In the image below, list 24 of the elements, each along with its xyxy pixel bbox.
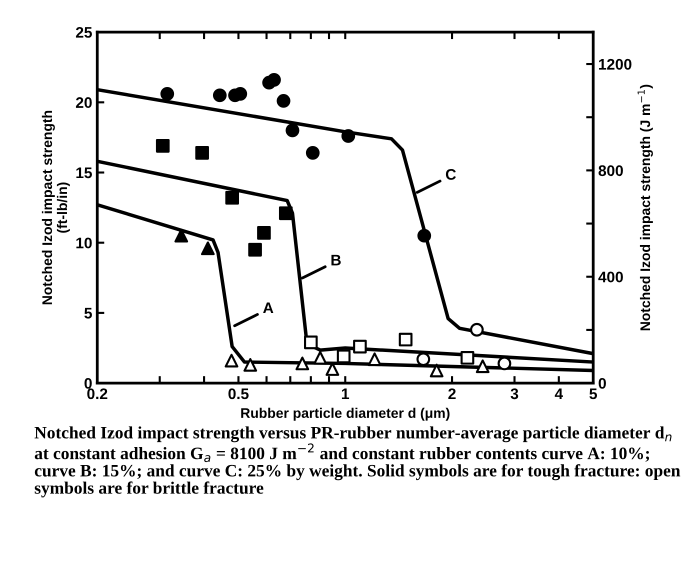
- annotation: B: [331, 254, 341, 266]
- annotation: C: [446, 169, 456, 180]
- x-tick-label: 2: [448, 388, 456, 400]
- x-tick-label: 0.5: [228, 388, 249, 400]
- x-tick-label: 1: [342, 388, 350, 400]
- y2-tick-label: 400: [598, 272, 623, 282]
- y2-tick-label: 1200: [599, 58, 632, 70]
- y-tick-label: 10: [76, 238, 92, 248]
- text: Notched Izod impact strength versus PR-rubber number-average particle diameter d$_{n}$ at constant adhesion G$_{a}$ = 8100 J m$^{−2}$ and constant rubber contents curve A: 10%; curve B: 15%; and curve C: 25% by weight. Solid symbols are for tough fracture: open symbols are for brittle fracture: [34, 426, 680, 498]
- y2-tick-label: 0: [598, 378, 606, 389]
- y-tick-label: 5: [84, 308, 92, 319]
- x-tick-label: 5: [589, 388, 598, 400]
- x-axis-title: Rubber particle diameter d (μm): [241, 408, 450, 421]
- annotation: A: [263, 302, 274, 314]
- y-tick-label: 0: [84, 378, 92, 389]
- y-axis-title: Notched Izod impact strength (ft-lb/in): [42, 110, 70, 304]
- y-tick-label: 25: [76, 26, 92, 38]
- x-tick-label: 4: [554, 388, 563, 400]
- y-tick-label: 20: [76, 97, 92, 108]
- y2-tick-label: 800: [598, 165, 623, 176]
- y2-axis-title: Notched Izod impact strength (J m$^{−1}$): [638, 84, 653, 330]
- x-tick-label: 3: [510, 388, 518, 400]
- x-tick-label: 0.2: [87, 388, 108, 400]
- y-tick-label: 15: [76, 168, 92, 178]
